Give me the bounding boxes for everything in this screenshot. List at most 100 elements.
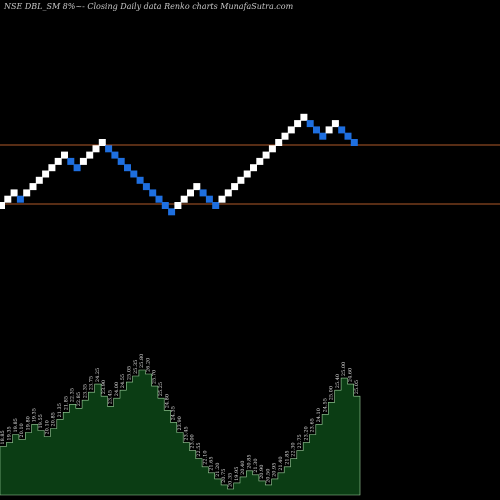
volume-value-label: 24.55	[120, 374, 126, 388]
up-brick	[92, 145, 100, 153]
up-brick	[193, 183, 201, 191]
volume-value-label: 23.45	[183, 426, 189, 440]
down-brick	[350, 139, 358, 146]
down-brick	[212, 202, 220, 209]
volume-value-label: 21.20	[215, 463, 221, 477]
volume-value-label: 20.95	[272, 463, 278, 477]
chart-header: NSE DBL_SM 8%~- Closing Daily data Renko…	[4, 2, 294, 11]
volume-value-label: 19.85	[13, 418, 19, 432]
volume-value-label: 25.80	[139, 354, 145, 368]
volume-value-label: 20.10	[44, 420, 50, 434]
down-brick	[130, 170, 138, 178]
volume-value-label: 19.95	[234, 467, 240, 481]
volume-value-label: 24.00	[114, 382, 120, 396]
volume-value-label: 23.90	[101, 380, 107, 394]
volume-value-label: 23.35	[82, 384, 88, 398]
up-brick	[10, 189, 18, 197]
volume-value-label: 24.35	[171, 406, 177, 420]
volume-value-label: 20.40	[240, 461, 246, 475]
volume-value-label: 25.05	[127, 366, 133, 380]
up-brick	[331, 120, 339, 128]
volume-value-label: 23.65	[310, 418, 316, 432]
volume-value-label: 22.30	[291, 442, 297, 456]
volume-value-label: 20.90	[259, 465, 265, 479]
up-brick	[262, 151, 270, 159]
down-brick	[105, 145, 113, 153]
volume-value-label: 20.50	[265, 469, 271, 483]
volume-value-label: 24.80	[164, 394, 170, 408]
up-brick	[300, 113, 308, 121]
up-brick	[243, 170, 251, 178]
up-brick	[42, 170, 50, 178]
up-brick	[237, 176, 245, 184]
up-brick	[231, 183, 239, 191]
down-brick	[124, 164, 131, 172]
volume-value-label: 19.35	[32, 408, 38, 422]
up-brick	[174, 202, 182, 209]
up-brick	[256, 157, 264, 165]
down-brick	[136, 176, 144, 184]
up-brick	[4, 195, 12, 203]
volume-value-label: 25.70	[152, 370, 158, 384]
up-brick	[268, 145, 276, 153]
up-brick	[187, 189, 194, 197]
down-brick	[338, 126, 346, 134]
volume-value-label: 22.10	[202, 450, 208, 464]
down-brick	[111, 151, 119, 159]
down-brick	[168, 208, 176, 216]
up-brick	[23, 189, 31, 197]
up-brick	[98, 139, 106, 146]
volume-value-label: 22.55	[196, 442, 202, 456]
volume-value-label: 24.60	[348, 368, 354, 382]
up-brick	[180, 195, 188, 203]
volume-value-label: 22.75	[297, 434, 303, 448]
down-brick	[142, 183, 150, 191]
volume-value-label: 20.10	[19, 423, 25, 437]
up-brick	[35, 176, 43, 184]
up-brick	[281, 132, 289, 140]
volume-value-label: 25.40	[335, 374, 341, 388]
volume-value-label: 25.35	[133, 360, 139, 374]
down-brick	[67, 157, 75, 165]
volume-value-label: 21.65	[209, 456, 215, 470]
volume-value-label: 22.35	[70, 388, 76, 402]
volume-value-label: 18.85	[0, 430, 6, 444]
down-brick	[155, 195, 163, 203]
volume-value-label: 23.45	[108, 390, 114, 404]
up-brick	[275, 139, 283, 146]
volume-value-label: 21.40	[278, 456, 284, 470]
down-brick	[306, 120, 314, 128]
volume-value-label: 23.00	[190, 434, 196, 448]
volume-value-label: 23.75	[89, 376, 95, 390]
up-brick	[224, 189, 232, 197]
down-brick	[16, 195, 24, 203]
down-brick	[73, 164, 81, 172]
volume-value-label: 25.05	[354, 380, 360, 394]
up-brick	[294, 120, 302, 128]
up-brick	[325, 126, 333, 134]
down-brick	[161, 202, 169, 209]
volume-value-label: 24.10	[316, 408, 322, 422]
down-brick	[344, 132, 352, 140]
volume-value-label: 21.85	[284, 450, 290, 464]
volume-value-label: 25.00	[341, 362, 347, 376]
volume-value-label: 20.35	[228, 473, 234, 487]
volume-value-label: 21.85	[63, 396, 69, 410]
down-brick	[205, 195, 213, 203]
volume-value-label: 22.85	[76, 392, 82, 406]
up-brick	[54, 157, 62, 165]
volume-value-label: 19.35	[7, 426, 13, 440]
up-brick	[29, 183, 37, 191]
volume-value-label: 20.85	[51, 412, 57, 426]
volume-value-label: 23.20	[303, 426, 309, 440]
volume-value-label: 25.00	[329, 386, 335, 400]
down-brick	[319, 132, 327, 140]
up-brick	[86, 151, 94, 159]
volume-value-label: 21.35	[57, 403, 63, 417]
down-brick	[149, 189, 157, 197]
up-brick	[79, 157, 87, 165]
volume-value-label: 19.55	[38, 414, 44, 428]
volume-value-label: 23.90	[177, 416, 183, 430]
